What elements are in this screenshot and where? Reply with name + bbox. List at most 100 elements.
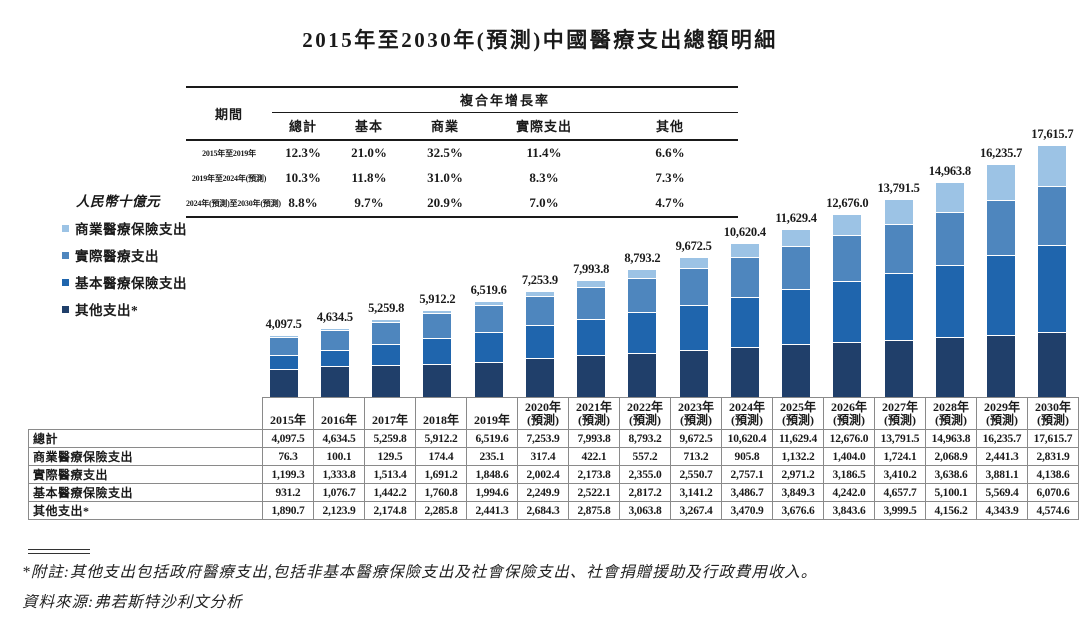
bar-segment <box>987 200 1016 256</box>
bar-segment <box>628 313 657 353</box>
table-cell: 2,971.2 <box>772 465 824 484</box>
bar-column <box>628 270 657 397</box>
bar-column <box>525 291 554 397</box>
cagr-col-header: 總計 <box>288 119 317 134</box>
cagr-column-headers: 總計 基本 商業 實際支出 其他 <box>272 113 738 139</box>
bar-total-label: 14,963.8 <box>928 164 971 179</box>
table-cell: 6,519.6 <box>466 429 518 448</box>
bar-chart: 4,097.5 4,634.5 5,259.8 5,912.2 6,519.6 7,253… <box>258 127 1078 397</box>
bar-segment <box>935 183 964 213</box>
table-cell: 4,574.6 <box>1027 501 1079 520</box>
legend-label: 實際醫療支出 <box>75 249 159 264</box>
table-year-header: 2021年 (預測) <box>568 397 620 430</box>
table-cell: 2,684.3 <box>517 501 569 520</box>
bar-segment <box>372 322 401 345</box>
table-cell: 5,100.1 <box>925 483 977 502</box>
table-header-row: 2015年 2016年 2017年 2018年 2019年 2020年 (預測) 2021年(… <box>29 397 1079 430</box>
table-cell: 11,629.4 <box>772 429 824 448</box>
table-row: 基本醫療保險支出 931.2 1,076.7 1,442.2 1,760.8 1,994.… <box>28 483 1079 502</box>
bar-segment <box>679 268 708 305</box>
table-cell: 76.3 <box>262 447 314 466</box>
table-cell: 13,791.5 <box>874 429 926 448</box>
table-cell: 14,963.8 <box>925 429 977 448</box>
table-row-label: 其他支出* <box>28 501 263 520</box>
table-row: 實際醫療支出 1,199.3 1,333.8 1,513.4 1,691.2 1,848.… <box>28 465 1079 484</box>
table-year-header: 2019年 <box>466 397 518 430</box>
bar-column <box>679 257 708 397</box>
bar-column <box>782 230 811 397</box>
table-cell: 2,355.0 <box>619 465 671 484</box>
bar-segment <box>525 291 554 297</box>
bar-segment <box>987 165 1016 200</box>
bar-segment <box>423 310 452 314</box>
cagr-value: 7.3% <box>655 170 685 185</box>
table-row-label: 實際醫療支出 <box>28 465 263 484</box>
bar-segment <box>269 338 298 356</box>
bar-segment <box>1038 145 1067 186</box>
bar-segment <box>833 282 862 342</box>
bar-segment <box>1038 245 1067 332</box>
table-year-header: 2023年 (預測) <box>670 397 722 430</box>
cagr-row: 2015年至2019年 12.3% 21.0% 32.5% 11.4% 6.6% <box>186 141 738 166</box>
table-year-header: 2030年 (預測) <box>1027 397 1079 430</box>
table-cell: 317.4 <box>517 447 569 466</box>
bar-segment <box>935 338 964 397</box>
bar-segment <box>987 335 1016 397</box>
table-cell: 6,070.6 <box>1027 483 1079 502</box>
table-cell: 1,890.7 <box>262 501 314 520</box>
table-cell: 1,199.3 <box>262 465 314 484</box>
table-cell: 16,235.7 <box>976 429 1028 448</box>
bar-segment <box>679 305 708 350</box>
bar-segment <box>782 289 811 345</box>
table-cell: 174.4 <box>415 447 467 466</box>
bar-segment <box>423 364 452 397</box>
table-cell: 2,441.3 <box>466 501 518 520</box>
bar-segment <box>884 199 913 224</box>
bar-total-label: 6,519.6 <box>470 283 507 298</box>
cagr-row: 2024年(預測)至2030年(預測) 8.8% 9.7% 20.9% 7.0% 4.7% <box>186 191 738 216</box>
cagr-value: 8.8% <box>288 195 318 210</box>
cagr-value: 6.6% <box>655 145 685 160</box>
bar-segment <box>474 362 503 397</box>
bar-column <box>474 302 503 397</box>
bar-column <box>935 183 964 397</box>
table-year-header: 2026年 (預測) <box>823 397 875 430</box>
cagr-value: 31.0% <box>427 170 463 185</box>
table-cell: 2,002.4 <box>517 465 569 484</box>
bar-segment <box>884 340 913 397</box>
table-cell: 1,442.2 <box>364 483 416 502</box>
table-cell: 2,817.2 <box>619 483 671 502</box>
bar-segment <box>884 273 913 340</box>
bar-column <box>372 319 401 397</box>
y-axis-unit-label: 人民幣十億元 <box>76 194 160 209</box>
bar-column <box>730 244 759 397</box>
legend-item: 其他支出* <box>62 302 187 318</box>
footnote-source: 資料來源:弗若斯特沙利文分析 <box>22 594 243 611</box>
bar-total-label: 8,793.2 <box>624 251 661 266</box>
cagr-col-header: 實際支出 <box>515 119 572 134</box>
bar-column <box>987 165 1016 397</box>
cagr-col-header: 商業 <box>430 119 459 134</box>
table-cell: 3,410.2 <box>874 465 926 484</box>
bar-segment <box>577 319 606 356</box>
legend-item: 商業醫療保險支出 <box>62 221 187 237</box>
table-cell: 1,724.1 <box>874 447 926 466</box>
table-cell: 2,249.9 <box>517 483 569 502</box>
cagr-value: 11.8% <box>351 170 387 185</box>
cagr-table: 期間 複合年增長率 總計 基本 商業 實際支出 其他 2015年至2019年 12.3% 2… <box>186 86 738 218</box>
bar-segment <box>320 331 349 350</box>
table-cell: 1,132.2 <box>772 447 824 466</box>
table-cell: 7,993.8 <box>568 429 620 448</box>
bar-column <box>884 199 913 397</box>
table-year-header: 2028年 (預測) <box>925 397 977 430</box>
table-cell: 4,156.2 <box>925 501 977 520</box>
legend-label: 其他支出* <box>75 303 139 318</box>
bar-segment <box>269 356 298 370</box>
bar-segment <box>833 215 862 236</box>
cagr-period-header: 期間 <box>214 107 243 122</box>
table-cell: 2,174.8 <box>364 501 416 520</box>
bar-total-label: 17,615.7 <box>1031 126 1074 141</box>
table-cell: 2,123.9 <box>313 501 365 520</box>
bar-segment <box>474 302 503 306</box>
legend-item: 實際醫療支出 <box>62 248 187 264</box>
